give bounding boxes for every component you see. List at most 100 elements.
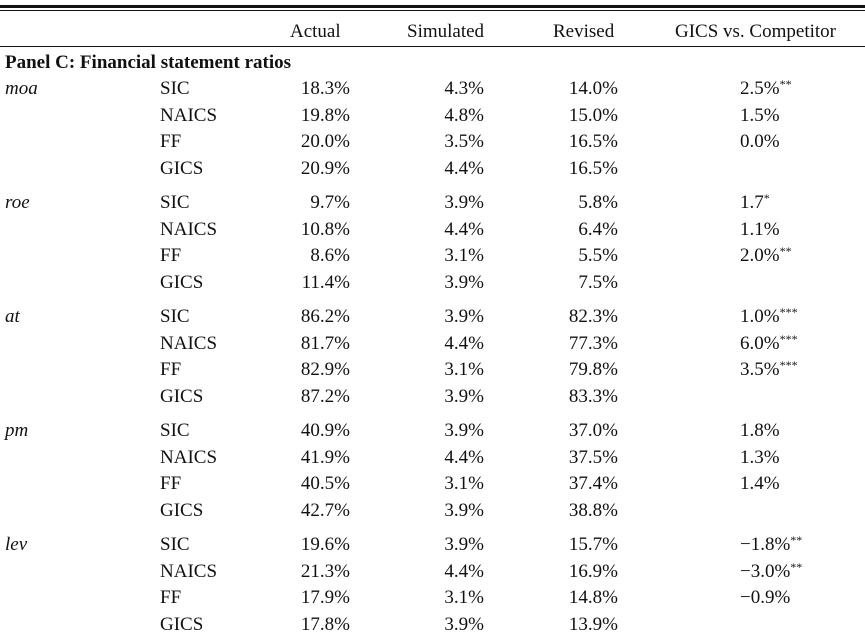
revised-value: 16.9% — [568, 560, 618, 582]
variable-group: roe SIC 9.7% 3.9% 5.8% 1.7* NAICS 10.8% 4.4% 6.4%… — [0, 190, 865, 296]
simulated-value: 3.9% — [444, 385, 484, 407]
revised-value: 79.8% — [568, 359, 618, 380]
actual-value: 19.6% — [300, 534, 350, 555]
revised-value: 37.4% — [568, 473, 618, 494]
actual-value: 86.2% — [300, 306, 350, 327]
revised-value: 77.3% — [568, 332, 618, 354]
column-header-simulated: Simulated — [407, 21, 485, 42]
significance-stars: *** — [779, 358, 798, 372]
actual-value: 17.8% — [300, 613, 350, 635]
revised-value: 15.0% — [568, 104, 618, 126]
revised-value: 83.3% — [568, 385, 618, 407]
comparison-number: 2.0% — [740, 245, 780, 266]
table-row: GICS 42.7% 3.9% 38.8% — [0, 498, 865, 525]
classification-scheme: GICS — [160, 499, 204, 521]
comparison-number: 1.4% — [740, 473, 780, 494]
classification-scheme: SIC — [160, 192, 190, 213]
significance-stars: * — [763, 191, 770, 205]
column-header-actual: Actual — [290, 21, 341, 42]
revised-value: 13.9% — [568, 613, 618, 635]
table-row: FF 8.6% 3.1% 5.5% 2.0%** — [0, 243, 865, 270]
comparison-number: 1.1% — [740, 218, 780, 240]
classification-scheme: NAICS — [160, 104, 218, 126]
column-header-comparison: GICS vs. Competitor — [675, 21, 836, 42]
simulated-value: 3.9% — [444, 613, 484, 635]
comparison-value: 1.1% — [740, 217, 780, 245]
variable-label: lev — [5, 534, 28, 555]
simulated-value: 4.3% — [444, 78, 484, 99]
table-row: NAICS 10.8% 4.4% 6.4% 1.1% — [0, 217, 865, 244]
classification-scheme: SIC — [160, 420, 190, 441]
variable-group: moa SIC 18.3% 4.3% 14.0% 2.5%** NAICS 19.8% 4.8%… — [0, 76, 865, 182]
classification-scheme: NAICS — [160, 332, 218, 354]
simulated-value: 3.5% — [444, 131, 484, 152]
comparison-number: 0.0% — [740, 131, 780, 152]
comparison-value: 3.5%*** — [740, 357, 798, 385]
actual-value: 9.7% — [310, 192, 350, 213]
simulated-value: 4.4% — [444, 446, 484, 468]
comparison-value: 1.5% — [740, 103, 780, 131]
simulated-value: 3.1% — [444, 587, 484, 608]
simulated-value: 3.9% — [444, 271, 484, 293]
simulated-value: 4.4% — [444, 157, 484, 179]
comparison-number: 1.3% — [740, 446, 780, 468]
panel-title: Panel C: Financial statement ratios — [5, 52, 292, 73]
actual-value: 19.8% — [300, 104, 350, 126]
table-row: NAICS 21.3% 4.4% 16.9% −3.0%** — [0, 559, 865, 586]
significance-stars: *** — [779, 305, 798, 319]
classification-scheme: SIC — [160, 78, 190, 99]
classification-scheme: GICS — [160, 157, 204, 179]
actual-value: 21.3% — [300, 560, 350, 582]
comparison-number: 6.0% — [740, 332, 780, 354]
significance-stars: ** — [790, 559, 803, 574]
revised-value: 5.8% — [578, 192, 618, 213]
classification-scheme: FF — [160, 359, 182, 380]
classification-scheme: NAICS — [160, 560, 218, 582]
comparison-number: −0.9% — [740, 587, 791, 608]
comparison-value: 6.0%*** — [740, 331, 798, 359]
actual-value: 81.7% — [300, 332, 350, 354]
comparison-number: −1.8% — [740, 534, 791, 555]
significance-stars: ** — [779, 77, 792, 91]
revised-value: 14.8% — [568, 587, 618, 608]
top-rule-thin — [0, 10, 865, 11]
actual-value: 41.9% — [300, 446, 350, 468]
simulated-value: 4.8% — [444, 104, 484, 126]
table-row: at SIC 86.2% 3.9% 82.3% 1.0%*** — [0, 304, 865, 331]
classification-scheme: NAICS — [160, 446, 218, 468]
actual-value: 18.3% — [300, 78, 350, 99]
table-row: GICS 11.4% 3.9% 7.5% — [0, 270, 865, 297]
comparison-value: −0.9% — [740, 585, 790, 613]
table-row: FF 40.5% 3.1% 37.4% 1.4% — [0, 471, 865, 498]
actual-value: 20.0% — [300, 131, 350, 152]
revised-value: 37.0% — [568, 420, 618, 441]
comparison-value: 2.5%** — [740, 76, 792, 104]
classification-scheme: GICS — [160, 271, 204, 293]
revised-value: 38.8% — [568, 499, 618, 521]
comparison-number: 1.7 — [740, 192, 764, 213]
actual-value: 17.9% — [300, 587, 350, 608]
revised-value: 82.3% — [568, 306, 618, 327]
revised-value: 37.5% — [568, 446, 618, 468]
variable-group: pm SIC 40.9% 3.9% 37.0% 1.8% NAICS 41.9% 4.4% 37.… — [0, 418, 865, 524]
comparison-number: 3.5% — [740, 359, 780, 380]
significance-stars: *** — [779, 331, 798, 346]
comparison-value: 1.4% — [740, 471, 780, 499]
simulated-value: 3.9% — [444, 499, 484, 521]
revised-value: 7.5% — [578, 271, 618, 293]
comparison-value: −3.0%** — [740, 559, 802, 587]
simulated-value: 3.9% — [444, 192, 484, 213]
comparison-value: 0.0% — [740, 129, 780, 157]
actual-value: 8.6% — [310, 245, 350, 266]
significance-stars: ** — [779, 244, 792, 258]
comparison-value: 1.0%*** — [740, 304, 798, 332]
variable-label: roe — [5, 192, 30, 213]
table-row: roe SIC 9.7% 3.9% 5.8% 1.7* — [0, 190, 865, 217]
actual-value: 82.9% — [300, 359, 350, 380]
actual-value: 40.9% — [300, 420, 350, 441]
table-row: GICS 87.2% 3.9% 83.3% — [0, 384, 865, 411]
table-row: FF 17.9% 3.1% 14.8% −0.9% — [0, 585, 865, 612]
simulated-value: 3.1% — [444, 359, 484, 380]
top-rule-thick — [0, 5, 865, 8]
table-row: FF 82.9% 3.1% 79.8% 3.5%*** — [0, 357, 865, 384]
